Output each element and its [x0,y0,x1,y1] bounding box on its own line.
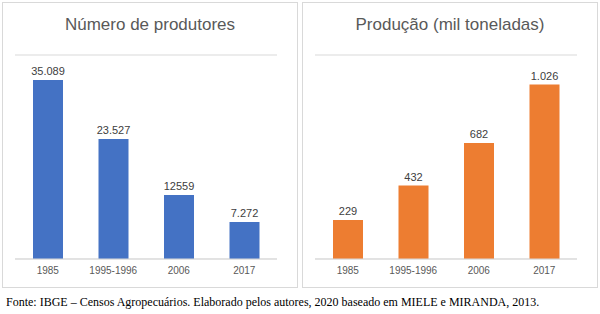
svg-text:7.272: 7.272 [231,207,259,219]
svg-text:1995-1996: 1995-1996 [389,265,437,276]
svg-text:2017: 2017 [233,265,256,276]
html-text:Número de produtores: Número de produtores [65,15,235,34]
svg-text:1985: 1985 [337,265,360,276]
html-text:Fonte: IBGE – Censos Agropecuá: Fonte: IBGE – Censos Agropecuários. Elab… [6,295,540,309]
svg-text:682: 682 [470,128,488,140]
html-text:Produção (mil toneladas): Produção (mil toneladas) [355,15,545,34]
svg-text:2006: 2006 [168,265,191,276]
svg-text:229: 229 [339,205,357,217]
svg-text:1.026: 1.026 [531,70,559,82]
svg-text:35.089: 35.089 [31,65,65,77]
svg-text:23.527: 23.527 [97,124,131,136]
svg-text:1995-1996: 1995-1996 [89,265,137,276]
svg-text:2017: 2017 [533,265,556,276]
svg-text:432: 432 [404,171,422,183]
svg-text:12559: 12559 [164,180,195,192]
svg-text:2006: 2006 [468,265,491,276]
svg-text:1985: 1985 [37,265,60,276]
